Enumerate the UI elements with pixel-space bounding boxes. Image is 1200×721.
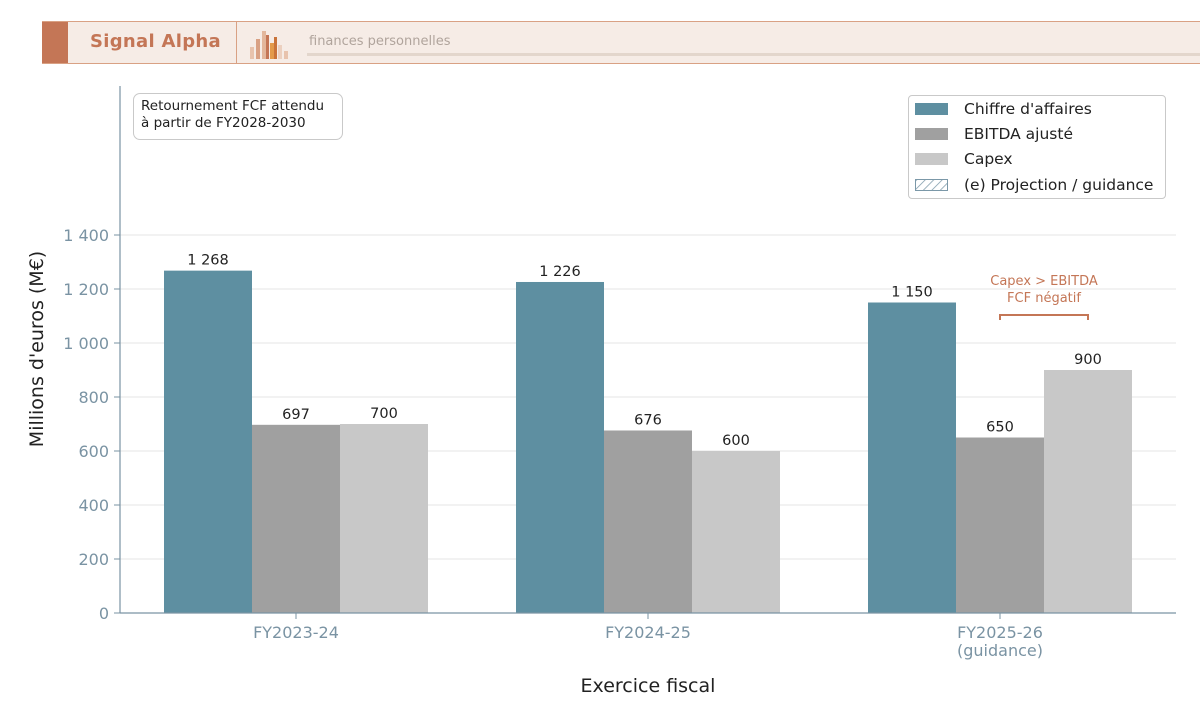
bar-chart-logo-icon (250, 31, 288, 59)
legend-label-ebitda: EBITDA ajusté (964, 125, 1073, 143)
y-axis-title: Millions d'euros (M€) (26, 251, 48, 447)
chart-legend: Chiffre d'affaires EBITDA ajusté Capex (… (908, 95, 1166, 199)
annotation-line-2: FCF négatif (1007, 291, 1081, 306)
bar-revenue (868, 302, 956, 613)
brand-color-block (42, 22, 68, 63)
bar-revenue (164, 270, 252, 613)
bar-value-label: 697 (282, 407, 310, 423)
legend-item-capex: Capex (915, 149, 1013, 169)
fcf-note-box: Retournement FCF attendu à partir de FY2… (133, 93, 343, 140)
bar-value-label: 676 (634, 412, 662, 428)
legend-item-projection: (e) Projection / guidance (915, 175, 1153, 195)
y-tick-label: 600 (78, 442, 109, 461)
bar-value-label: 900 (1074, 352, 1102, 368)
bar-value-label: 700 (370, 406, 398, 422)
x-tick-label: FY2023-24 (253, 623, 339, 642)
legend-label-projection: (e) Projection / guidance (964, 176, 1154, 194)
bar-capex (1044, 370, 1132, 613)
x-tick-label: FY2024-25 (605, 623, 691, 642)
y-tick-label: 400 (78, 496, 109, 515)
legend-swatch-capex (915, 153, 948, 165)
x-tick-label: FY2025-26 (957, 623, 1043, 642)
y-tick-label: 0 (99, 604, 109, 623)
bar-ebitda (956, 437, 1044, 613)
header-divider (236, 22, 237, 63)
bar-value-label: 600 (722, 433, 750, 449)
annotation-bracket (999, 314, 1089, 320)
legend-swatch-ebitda (915, 128, 948, 140)
annotation-line-1: Capex > EBITDA (990, 274, 1098, 289)
bar-value-label: 1 268 (187, 253, 229, 269)
y-tick-label: 1 400 (63, 226, 109, 245)
x-axis-title: Exercice fiscal (581, 675, 716, 697)
legend-item-revenue: Chiffre d'affaires (915, 99, 1092, 119)
bar-capex (340, 424, 428, 613)
legend-label-revenue: Chiffre d'affaires (964, 100, 1092, 118)
y-tick-label: 1 200 (63, 280, 109, 299)
y-tick-label: 200 (78, 550, 109, 569)
x-tick-sublabel: (guidance) (957, 641, 1043, 660)
legend-swatch-revenue (915, 103, 948, 115)
bar-revenue (516, 281, 604, 613)
label-layer: 1 268 697 700 1 226 676 600 1 150 650 900 (187, 253, 1102, 449)
bar-ebitda (604, 430, 692, 613)
note-line-1: Retournement FCF attendu (141, 98, 325, 114)
header-bar: Signal Alpha finances personnelles (42, 21, 1200, 64)
header-underline (307, 53, 1200, 56)
y-tick-label: 800 (78, 388, 109, 407)
bar-ebitda (252, 424, 340, 613)
brand-name: Signal Alpha (90, 31, 221, 52)
y-tick-label: 1 000 (63, 334, 109, 353)
axis-layer: 0 200 400 600 800 1 000 1 200 1 400 FY2023-24 FY2… (26, 86, 1176, 697)
capex-annotation: Capex > EBITDA FCF négatif (990, 274, 1098, 320)
note-line-2: à partir de FY2028-2030 (141, 115, 306, 131)
legend-label-capex: Capex (964, 150, 1013, 168)
bar-capex (692, 451, 780, 613)
header-tagline: finances personnelles (309, 34, 451, 49)
bar-layer (164, 270, 1132, 613)
legend-item-ebitda: EBITDA ajusté (915, 124, 1073, 144)
bar-value-label: 1 226 (539, 264, 581, 280)
bar-value-label: 650 (986, 420, 1014, 436)
bar-value-label: 1 150 (891, 285, 933, 301)
legend-swatch-hatched (915, 179, 948, 191)
